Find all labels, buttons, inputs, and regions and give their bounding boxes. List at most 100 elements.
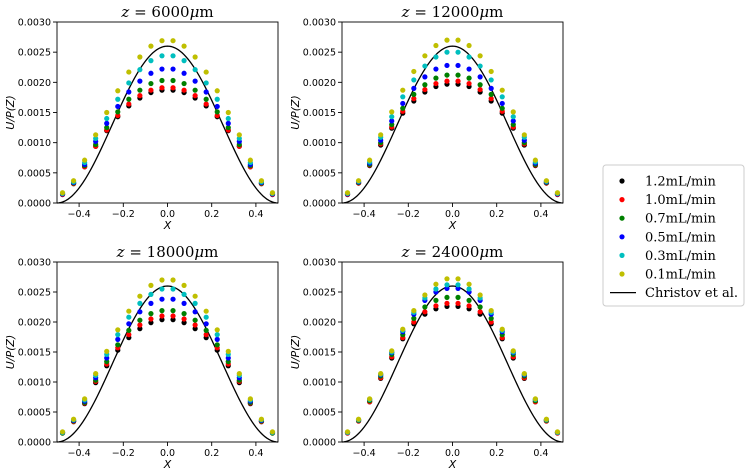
data-point — [115, 103, 121, 110]
data-point — [488, 68, 494, 75]
data-point — [411, 91, 417, 97]
data-point — [115, 88, 121, 94]
x-axis-label: X — [163, 458, 172, 471]
subplot-4: z = 24000μm −0.4 −0.2 0.0 0.2 0.4 0.0000 0.0005… — [289, 243, 564, 471]
data-point — [104, 115, 110, 122]
data-point — [159, 296, 165, 302]
data-point — [510, 114, 516, 120]
data-point — [554, 190, 561, 196]
data-point — [355, 416, 362, 422]
x-tick-label: 0.4 — [533, 448, 548, 459]
data-point — [192, 300, 198, 306]
data-point — [181, 291, 187, 297]
x-tick-label: −0.4 — [68, 448, 91, 459]
data-point — [203, 308, 209, 314]
reference-curve-christov — [56, 285, 279, 443]
data-point — [181, 70, 187, 76]
data-point — [367, 396, 373, 402]
data-point — [422, 82, 428, 88]
data-point — [181, 58, 187, 64]
data-point — [344, 429, 351, 435]
y-tick-label: 0.0010 — [18, 378, 51, 389]
data-point — [59, 429, 66, 435]
data-point — [510, 121, 516, 128]
y-tick-label: 0.0010 — [303, 378, 336, 389]
series-0.3mL/min — [344, 49, 561, 196]
data-point — [137, 54, 143, 60]
data-point — [115, 96, 121, 102]
data-point — [170, 277, 176, 283]
data-point — [170, 77, 176, 84]
y-tick-label: 0.0025 — [303, 48, 336, 59]
panel-title: z = 6000μm — [120, 3, 213, 21]
data-point — [70, 178, 77, 184]
data-point — [477, 82, 483, 88]
data-point — [115, 327, 121, 333]
data-point — [499, 100, 505, 107]
data-point — [170, 296, 176, 302]
data-point — [148, 282, 154, 288]
data-point — [433, 281, 439, 287]
data-point — [192, 67, 198, 73]
data-point — [422, 304, 428, 310]
data-point — [225, 109, 231, 116]
data-point — [159, 85, 165, 91]
data-point — [499, 105, 505, 111]
series-1.0mL/min — [344, 78, 561, 198]
data-point — [521, 132, 527, 138]
data-point — [466, 297, 472, 303]
data-point — [104, 348, 110, 354]
data-point — [455, 282, 461, 288]
data-point — [258, 416, 265, 422]
data-point — [488, 319, 494, 325]
data-point — [236, 132, 242, 138]
data-point — [181, 300, 187, 306]
x-tick-label: 0.2 — [204, 209, 219, 220]
data-point — [70, 416, 77, 422]
data-point — [159, 317, 165, 323]
data-point — [192, 87, 198, 93]
data-point — [455, 72, 461, 78]
data-point — [499, 326, 505, 332]
data-point — [115, 109, 121, 115]
data-point — [411, 85, 417, 91]
y-axis-label: U/P(Z) — [4, 335, 17, 370]
data-point — [170, 317, 176, 323]
data-point — [400, 105, 406, 111]
data-point — [422, 86, 428, 93]
y-tick-label: 0.0020 — [303, 318, 336, 329]
data-point — [170, 66, 176, 72]
data-point — [225, 124, 231, 131]
data-point — [433, 66, 439, 72]
data-point — [355, 178, 362, 184]
data-point — [488, 315, 494, 321]
data-point — [378, 371, 384, 377]
series-0.5mL/min — [344, 285, 561, 435]
data-point — [192, 317, 198, 323]
y-tick-label: 0.0015 — [18, 348, 51, 359]
data-point — [214, 103, 220, 110]
data-point — [181, 316, 187, 322]
series-0.7mL/min — [59, 77, 276, 197]
data-point — [159, 313, 165, 319]
data-point — [170, 308, 176, 314]
data-point — [170, 38, 176, 44]
data-point — [225, 359, 231, 365]
series-1.2mL/min — [344, 81, 561, 198]
y-axis-label: U/P(Z) — [289, 95, 302, 130]
data-point — [477, 304, 483, 310]
data-point — [269, 429, 276, 435]
data-point — [225, 355, 231, 361]
y-tick-label: 0.0000 — [18, 438, 51, 449]
data-point — [411, 315, 417, 321]
data-point — [521, 371, 527, 377]
data-point — [466, 303, 472, 309]
series-0.3mL/min — [59, 286, 276, 435]
data-point — [148, 58, 154, 64]
data-point — [148, 300, 154, 306]
data-point — [192, 54, 198, 60]
panel-title: z = 12000μm — [401, 3, 504, 21]
data-point — [499, 87, 505, 93]
data-point — [543, 416, 550, 422]
data-point — [532, 396, 538, 402]
